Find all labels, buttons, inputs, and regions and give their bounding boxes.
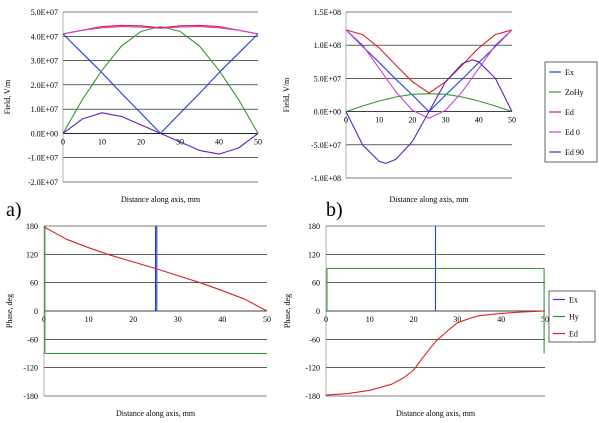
y-tick-label: 5.0E+07 (314, 74, 341, 83)
y-axis-label: Phase, deg (283, 294, 292, 328)
x-tick-label: 20 (137, 137, 145, 146)
y-tick-label: -60 (309, 335, 320, 344)
legend-entry: Ex (569, 296, 578, 305)
y-tick-label: -60 (27, 335, 38, 344)
x-tick-label: 50 (254, 137, 262, 146)
y-axis-label: Field, V/m (3, 79, 12, 114)
y-tick-label: -180 (23, 392, 38, 401)
x-tick-label: 20 (410, 315, 418, 324)
x-tick-label: 50 (263, 315, 271, 324)
y-tick-label: 5.0E+07 (31, 8, 58, 17)
x-tick-label: 40 (475, 116, 483, 125)
x-tick-label: 10 (366, 315, 374, 324)
y-tick-label: 0 (316, 307, 320, 316)
y-tick-label: -2.0E+07 (28, 178, 58, 187)
series-line-3 (62, 26, 259, 35)
x-tick-label: 30 (174, 315, 182, 324)
legend-entry: Ed 0 (565, 128, 580, 137)
x-tick-label: 0 (324, 315, 328, 324)
y-axis-label: Phase, deg (5, 294, 14, 328)
x-tick-label: 20 (408, 116, 416, 125)
x-tick-label: 10 (85, 315, 93, 324)
series-line-1 (44, 226, 267, 355)
x-tick-label: 10 (375, 116, 383, 125)
y-tick-label: 120 (308, 250, 320, 259)
chart-top-left: -2.0E+07 -1.0E+07 0.0E+00 1.0E+07 2.0E+07 3.0… (3, 8, 262, 204)
y-tick-label: -5.0E+07 (311, 141, 341, 150)
panel-label-b: b) (326, 199, 343, 221)
y-tick-label: -1.0E+07 (28, 154, 58, 163)
y-tick-label: 1.5E+08 (314, 8, 341, 17)
x-tick-label: 0 (344, 116, 348, 125)
series-line-2 (43, 226, 268, 312)
series-line-0 (434, 226, 437, 312)
series-line-1 (62, 26, 259, 134)
y-tick-label: 2.0E+07 (31, 81, 58, 90)
y-tick-label: 60 (312, 279, 320, 288)
y-tick-label: 0.0E+00 (314, 108, 341, 117)
x-tick-label: 30 (453, 315, 461, 324)
legend-entry: ZoHy (565, 88, 584, 97)
x-tick-label: 0 (61, 137, 65, 146)
chart-bottom-left: -180 -120 -60 0 60 120 180 0 10 20 30 40 50 Distance … (5, 222, 271, 418)
legend-entry: Ed (565, 108, 574, 117)
x-tick-label: 40 (497, 315, 505, 324)
y-tick-label: 1.0E+08 (314, 41, 341, 50)
y-tick-label: 120 (26, 250, 38, 259)
series-line-0 (62, 33, 259, 134)
y-tick-label: -120 (305, 364, 320, 373)
y-tick-label: 3.0E+07 (31, 57, 58, 66)
y-tick-label: -120 (23, 364, 38, 373)
x-tick-label: 30 (442, 116, 450, 125)
y-tick-label: 0.0E+00 (31, 129, 58, 138)
legend-entry: Ed 90 (565, 148, 584, 157)
y-axis-label: Field, V/m (282, 77, 291, 112)
x-axis-label: Distance along axis, mm (389, 195, 469, 204)
series-line-4 (62, 112, 259, 155)
x-axis-label: Distance along axis, mm (396, 409, 476, 418)
legend: Ex Hy Ed (548, 290, 596, 343)
panel-label-a: a) (6, 199, 22, 221)
x-tick-label: 0 (42, 315, 46, 324)
series-line-1 (345, 93, 513, 113)
y-tick-label: -1.0E+08 (311, 174, 341, 183)
series-line-2 (345, 29, 513, 94)
y-tick-label: -180 (305, 392, 320, 401)
y-tick-label: 0 (34, 307, 38, 316)
y-tick-label: 180 (308, 222, 320, 231)
x-tick-label: 10 (98, 137, 106, 146)
x-tick-label: 50 (508, 116, 516, 125)
chart-bottom-right: -180 -120 -60 0 60 120 180 0 10 20 30 40 50 Distance … (283, 222, 596, 418)
legend-entry: Ed (569, 330, 578, 339)
legend-entry: Hy (569, 313, 579, 322)
y-tick-label: 180 (26, 222, 38, 231)
x-tick-label: 20 (129, 315, 137, 324)
x-axis-label: Distance along axis, mm (121, 195, 201, 204)
x-tick-label: 50 (541, 315, 549, 324)
chart-top-right: -1.0E+08 -5.0E+07 0.0E+00 5.0E+07 1.0E+08 1.5… (282, 8, 598, 204)
series-line-3 (345, 29, 513, 119)
y-tick-label: 1.0E+07 (31, 105, 58, 114)
legend: Ex ZoHy Ed Ed 0 Ed 90 (544, 61, 598, 163)
x-tick-label: 40 (215, 137, 223, 146)
y-tick-label: 4.0E+07 (31, 32, 58, 41)
y-tick-label: 60 (30, 279, 38, 288)
legend-entry: Ex (565, 68, 574, 77)
series-line-4 (345, 59, 513, 164)
x-tick-label: 40 (218, 315, 226, 324)
x-axis-label: Distance along axis, mm (116, 409, 196, 418)
series-line-2 (325, 310, 546, 396)
